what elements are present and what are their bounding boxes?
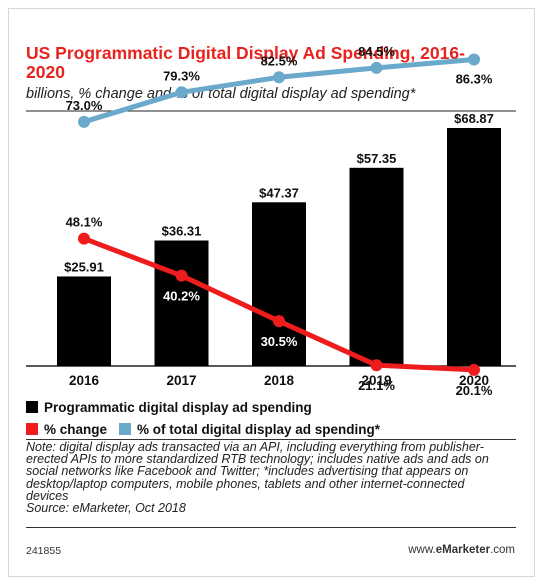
x-tick-2019: 2019	[361, 373, 391, 388]
bar-label-2017: $36.31	[162, 224, 202, 239]
legend-label-spending: Programmatic digital display ad spending	[44, 399, 312, 415]
share-label-2018: 82.5%	[261, 53, 298, 68]
bar-2016	[57, 276, 111, 366]
chart-title: US Programmatic Digital Display Ad Spend…	[26, 43, 465, 82]
x-tick-2020: 2020	[459, 373, 489, 388]
share-label-2019: 84.5%	[358, 44, 395, 59]
bar-label-2020: $68.87	[454, 111, 494, 126]
share-point-2019	[370, 61, 383, 74]
bar-2019	[349, 167, 404, 366]
chart-subtitle: billions, % change and % of total digita…	[26, 86, 416, 102]
change-point-2016	[78, 232, 90, 245]
legend: Programmatic digital display ad spending…	[26, 396, 526, 440]
bar-2018	[252, 202, 306, 366]
chart-plot: $25.91 $36.31 $47.37 $57.35 $68.87 73.0% 79.3%…	[26, 44, 516, 395]
change-label-2017: 40.2%	[163, 289, 200, 304]
change-point-2017	[175, 269, 188, 282]
share-point-2017	[175, 86, 188, 99]
change-label-2018: 30.5%	[261, 334, 298, 349]
change-point-2019	[370, 359, 383, 372]
change-point-2020	[468, 363, 480, 376]
bar-2017	[154, 240, 209, 366]
site-suffix: .com	[490, 544, 515, 556]
share-point-2018	[273, 71, 285, 84]
bar-label-2019: $57.35	[357, 151, 397, 166]
share-label-2016: 73.0%	[66, 98, 103, 113]
legend-item-spending: Programmatic digital display ad spending	[26, 400, 312, 415]
note-text: Note: digital display ads transacted via…	[26, 440, 489, 503]
share-point-2016	[78, 115, 90, 128]
share-label-2017: 79.3%	[163, 68, 200, 83]
share-label-2020: 86.3%	[456, 71, 493, 86]
bar-label-2018: $47.37	[259, 185, 299, 200]
legend-item-change: % change	[26, 422, 107, 437]
x-tick-2016: 2016	[69, 373, 100, 388]
legend-swatch-change	[26, 423, 38, 435]
bar-label-2016: $25.91	[64, 259, 104, 274]
x-tick-2018: 2018	[264, 373, 295, 388]
change-label-2016: 48.1%	[66, 215, 103, 230]
note-divider	[26, 439, 516, 440]
site-prefix: www.	[408, 544, 436, 556]
legend-label-share: % of total digital display ad spending*	[137, 421, 381, 437]
footer-divider	[26, 527, 516, 528]
bar-2020	[447, 128, 501, 366]
chart-note: Note: digital display ads transacted via…	[26, 441, 496, 514]
source-text: Source: eMarketer, Oct 2018	[26, 501, 186, 516]
site-brand: eMarketer	[435, 544, 491, 556]
legend-label-change: % change	[44, 421, 108, 437]
change-point-2018	[273, 315, 285, 328]
legend-swatch-spending	[26, 401, 38, 413]
x-tick-2017: 2017	[166, 373, 196, 388]
change-label-2020: 20.1%	[456, 383, 493, 395]
change-label-2019: 21.1%	[358, 378, 395, 393]
share-point-2020	[468, 53, 480, 66]
share-line	[81, 57, 477, 125]
legend-item-share: % of total digital display ad spending*	[119, 422, 380, 437]
chart-id: 241855	[26, 545, 62, 557]
site-link[interactable]: www.eMarketer.com	[408, 544, 515, 556]
legend-swatch-share	[119, 423, 132, 435]
